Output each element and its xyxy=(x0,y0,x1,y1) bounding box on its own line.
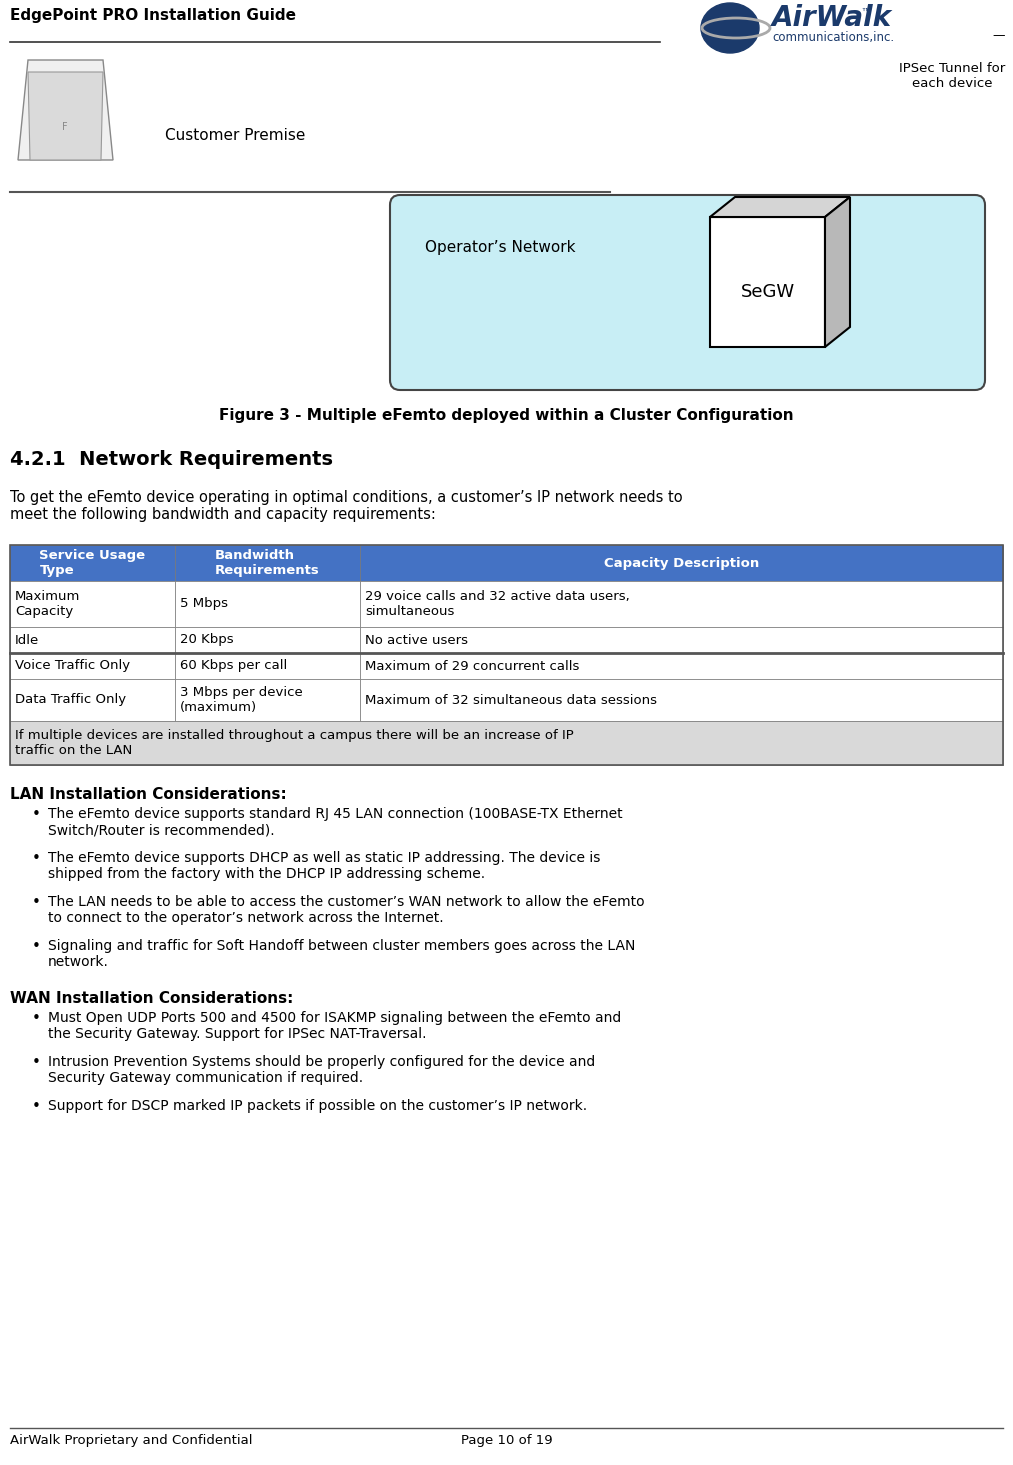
Bar xyxy=(360,545,1003,582)
Text: 5 Mbps: 5 Mbps xyxy=(180,598,228,611)
Text: 4.2.1  Network Requirements: 4.2.1 Network Requirements xyxy=(10,450,333,469)
Bar xyxy=(10,545,1003,765)
Text: 60 Kbps per call: 60 Kbps per call xyxy=(180,659,288,672)
Text: AirWalk Proprietary and Confidential: AirWalk Proprietary and Confidential xyxy=(10,1434,252,1447)
Text: communications,inc.: communications,inc. xyxy=(772,32,894,44)
Text: Operator’s Network: Operator’s Network xyxy=(425,240,575,255)
Polygon shape xyxy=(18,60,113,160)
Text: EdgePoint PRO Installation Guide: EdgePoint PRO Installation Guide xyxy=(10,7,296,23)
Text: Voice Traffic Only: Voice Traffic Only xyxy=(15,659,130,672)
Text: If multiple devices are installed throughout a campus there will be an increase : If multiple devices are installed throug… xyxy=(15,730,573,757)
Text: •: • xyxy=(32,1055,41,1069)
Text: The LAN needs to be able to access the customer’s WAN network to allow the eFemt: The LAN needs to be able to access the c… xyxy=(48,895,644,926)
Bar xyxy=(10,653,175,678)
Text: •: • xyxy=(32,939,41,954)
Text: WAN Installation Considerations:: WAN Installation Considerations: xyxy=(10,990,294,1006)
Text: •: • xyxy=(32,1099,41,1113)
Bar xyxy=(175,582,360,627)
Text: ™: ™ xyxy=(860,7,871,18)
Polygon shape xyxy=(710,196,850,217)
Text: •: • xyxy=(32,1011,41,1026)
Text: Bandwidth
Requirements: Bandwidth Requirements xyxy=(215,549,320,577)
Bar xyxy=(360,627,1003,653)
Text: Page 10 of 19: Page 10 of 19 xyxy=(461,1434,552,1447)
Text: Maximum
Capacity: Maximum Capacity xyxy=(15,590,80,618)
Text: •: • xyxy=(32,851,41,866)
Text: IPSec Tunnel for
each device: IPSec Tunnel for each device xyxy=(899,62,1005,89)
Text: AirWalk: AirWalk xyxy=(772,4,892,32)
Text: No active users: No active users xyxy=(365,633,468,646)
Bar xyxy=(10,627,175,653)
Text: •: • xyxy=(32,807,41,822)
Polygon shape xyxy=(28,72,103,160)
Text: LAN Installation Considerations:: LAN Installation Considerations: xyxy=(10,787,287,801)
Bar xyxy=(175,678,360,721)
Text: SeGW: SeGW xyxy=(741,283,794,300)
Bar xyxy=(175,627,360,653)
Text: Idle: Idle xyxy=(15,633,40,646)
Text: Must Open UDP Ports 500 and 4500 for ISAKMP signaling between the eFemto and
the: Must Open UDP Ports 500 and 4500 for ISA… xyxy=(48,1011,621,1042)
Text: •: • xyxy=(32,895,41,910)
Bar xyxy=(360,582,1003,627)
FancyBboxPatch shape xyxy=(390,195,985,390)
Bar xyxy=(10,545,175,582)
Bar xyxy=(10,721,1003,765)
Text: Intrusion Prevention Systems should be properly configured for the device and
Se: Intrusion Prevention Systems should be p… xyxy=(48,1055,596,1086)
Text: Figure 3 - Multiple eFemto deployed within a Cluster Configuration: Figure 3 - Multiple eFemto deployed with… xyxy=(219,407,794,423)
Text: Maximum of 29 concurrent calls: Maximum of 29 concurrent calls xyxy=(365,659,579,672)
Text: Data Traffic Only: Data Traffic Only xyxy=(15,693,127,706)
Text: Maximum of 32 simultaneous data sessions: Maximum of 32 simultaneous data sessions xyxy=(365,693,657,706)
Text: 29 voice calls and 32 active data users,
simultaneous: 29 voice calls and 32 active data users,… xyxy=(365,590,630,618)
Bar xyxy=(360,678,1003,721)
Bar xyxy=(175,653,360,678)
Text: Support for DSCP marked IP packets if possible on the customer’s IP network.: Support for DSCP marked IP packets if po… xyxy=(48,1099,588,1113)
Text: Customer Premise: Customer Premise xyxy=(165,127,305,144)
Text: 20 Kbps: 20 Kbps xyxy=(180,633,234,646)
Bar xyxy=(10,678,175,721)
Bar xyxy=(10,582,175,627)
Ellipse shape xyxy=(701,3,759,53)
Bar xyxy=(360,653,1003,678)
Text: Signaling and traffic for Soft Handoff between cluster members goes across the L: Signaling and traffic for Soft Handoff b… xyxy=(48,939,635,970)
Text: —: — xyxy=(993,29,1005,42)
Text: The eFemto device supports DHCP as well as static IP addressing. The device is
s: The eFemto device supports DHCP as well … xyxy=(48,851,601,882)
Bar xyxy=(710,217,825,347)
Bar xyxy=(175,545,360,582)
Text: Service Usage
Type: Service Usage Type xyxy=(40,549,146,577)
Text: Capacity Description: Capacity Description xyxy=(604,557,759,570)
Text: The eFemto device supports standard RJ 45 LAN connection (100BASE-TX Ethernet
Sw: The eFemto device supports standard RJ 4… xyxy=(48,807,623,837)
Text: To get the eFemto device operating in optimal conditions, a customer’s IP networ: To get the eFemto device operating in op… xyxy=(10,489,683,523)
Text: F: F xyxy=(62,122,68,132)
Polygon shape xyxy=(825,196,850,347)
Text: 3 Mbps per device
(maximum): 3 Mbps per device (maximum) xyxy=(180,686,303,713)
